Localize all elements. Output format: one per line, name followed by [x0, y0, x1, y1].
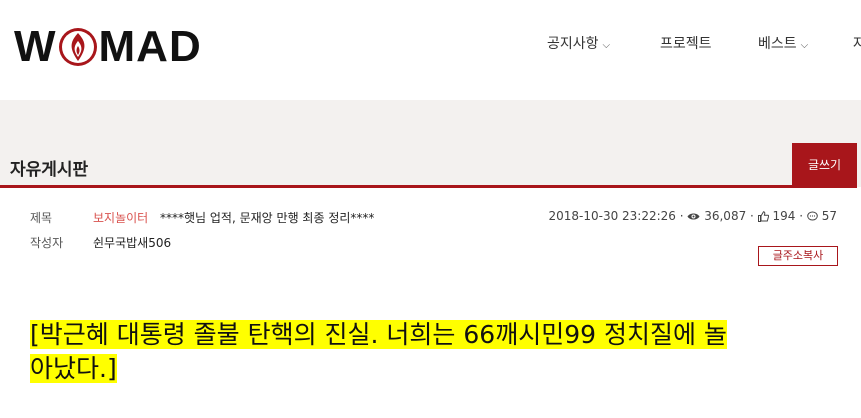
eye-icon	[687, 213, 700, 220]
flame-logo-icon	[58, 28, 97, 66]
board-divider	[0, 185, 857, 188]
thumbs-up-icon	[757, 211, 769, 222]
site-header: W MAD 공지사항 ⌵ 프로젝트 베스트 ⌵ 자	[0, 0, 861, 100]
title-label: 제목	[30, 211, 53, 225]
post-stats: 2018-10-30 23:22:26 · 36,087 · 194 · 57	[548, 209, 837, 223]
chevron-down-icon: ⌵	[602, 40, 611, 51]
post-author[interactable]: 쉰무국밥새506	[93, 236, 172, 250]
comment-count: 57	[821, 209, 837, 223]
nav-item-label: 공지사항	[547, 36, 599, 52]
view-count: 36,087	[704, 209, 747, 223]
copy-url-button[interactable]: 글주소복사	[758, 246, 838, 266]
nav-item-free[interactable]: 자	[853, 34, 861, 54]
logo-text-left: W	[14, 22, 57, 71]
nav-item-label: 자	[853, 36, 861, 52]
comment-icon	[807, 211, 818, 221]
like-count: 194	[772, 209, 796, 223]
board-header-band	[0, 100, 861, 187]
post-headline: [박근혜 대통령 졸불 탄핵의 진실. 너희는 66깨시민99 정치질에 놀 아…	[30, 318, 830, 386]
chevron-down-icon: ⌵	[800, 40, 809, 51]
headline-line-1: [박근혜 대통령 졸불 탄핵의 진실. 너희는 66깨시민99 정치질에 놀	[30, 320, 727, 349]
site-logo[interactable]: W MAD	[14, 22, 202, 71]
nav-item-project[interactable]: 프로젝트	[660, 34, 712, 54]
nav-item-label: 프로젝트	[660, 36, 712, 52]
post-datetime: 2018-10-30 23:22:26	[548, 209, 676, 223]
nav-item-best[interactable]: 베스트 ⌵	[758, 34, 808, 56]
logo-text-right: MAD	[98, 22, 202, 71]
write-post-button[interactable]: 글쓰기	[792, 143, 857, 187]
headline-line-2: 아났다.]	[30, 354, 117, 383]
post-category[interactable]: 보지놀이터	[93, 211, 149, 225]
nav-item-notice[interactable]: 공지사항 ⌵	[547, 34, 610, 56]
post-title: ****햇님 업적, 문재앙 만행 최종 정리****	[160, 211, 375, 225]
author-label: 작성자	[30, 236, 64, 250]
board-title: 자유게시판	[10, 160, 89, 180]
nav-item-label: 베스트	[758, 36, 797, 52]
